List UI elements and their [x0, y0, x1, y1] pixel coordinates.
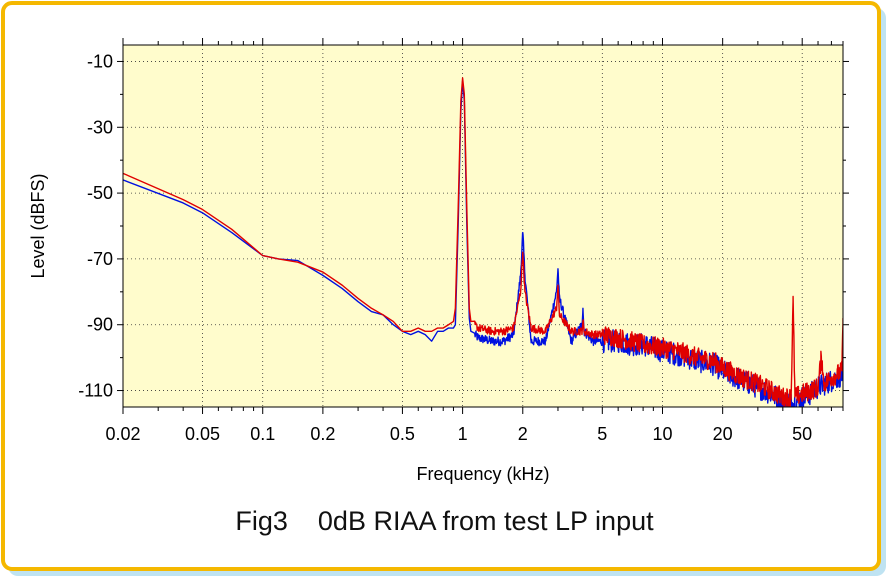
y-tick-label: -50	[87, 183, 113, 203]
x-tick-label: 0.1	[250, 424, 275, 444]
x-axis-ticks: 0.02 0.05 0.1 0.2 0.5 1 2 5 10 20 50	[105, 38, 812, 444]
x-tick-label: 0.5	[390, 424, 415, 444]
series-line-1	[123, 80, 843, 407]
x-tick-label: 0.02	[105, 424, 140, 444]
y-tick-label: -70	[87, 249, 113, 269]
x-tick-label: 0.05	[185, 424, 220, 444]
x-tick-label: 10	[652, 424, 672, 444]
plot-border	[122, 44, 844, 408]
series-line-2	[123, 77, 843, 407]
y-tick-label: -90	[87, 315, 113, 335]
x-tick-label: 20	[713, 424, 733, 444]
y-tick-label: -30	[87, 117, 113, 137]
x-tick-label: 5	[597, 424, 607, 444]
series-layer	[123, 77, 843, 407]
x-tick-label: 1	[458, 424, 468, 444]
y-tick-label: -110	[78, 381, 113, 401]
figure-caption: Fig3 0dB RIAA from test LP input	[235, 506, 654, 536]
y-tick-label: -10	[87, 51, 113, 71]
x-tick-label: 2	[518, 424, 528, 444]
x-tick-label: 50	[792, 424, 812, 444]
x-axis-label: Frequency (kHz)	[416, 464, 549, 484]
x-tick-label: 0.2	[310, 424, 335, 444]
y-axis-ticks: -10 -30 -50 -70 -90 -110	[78, 51, 849, 401]
plot-area	[122, 44, 844, 408]
y-axis-label: Level (dBFS)	[28, 173, 48, 278]
